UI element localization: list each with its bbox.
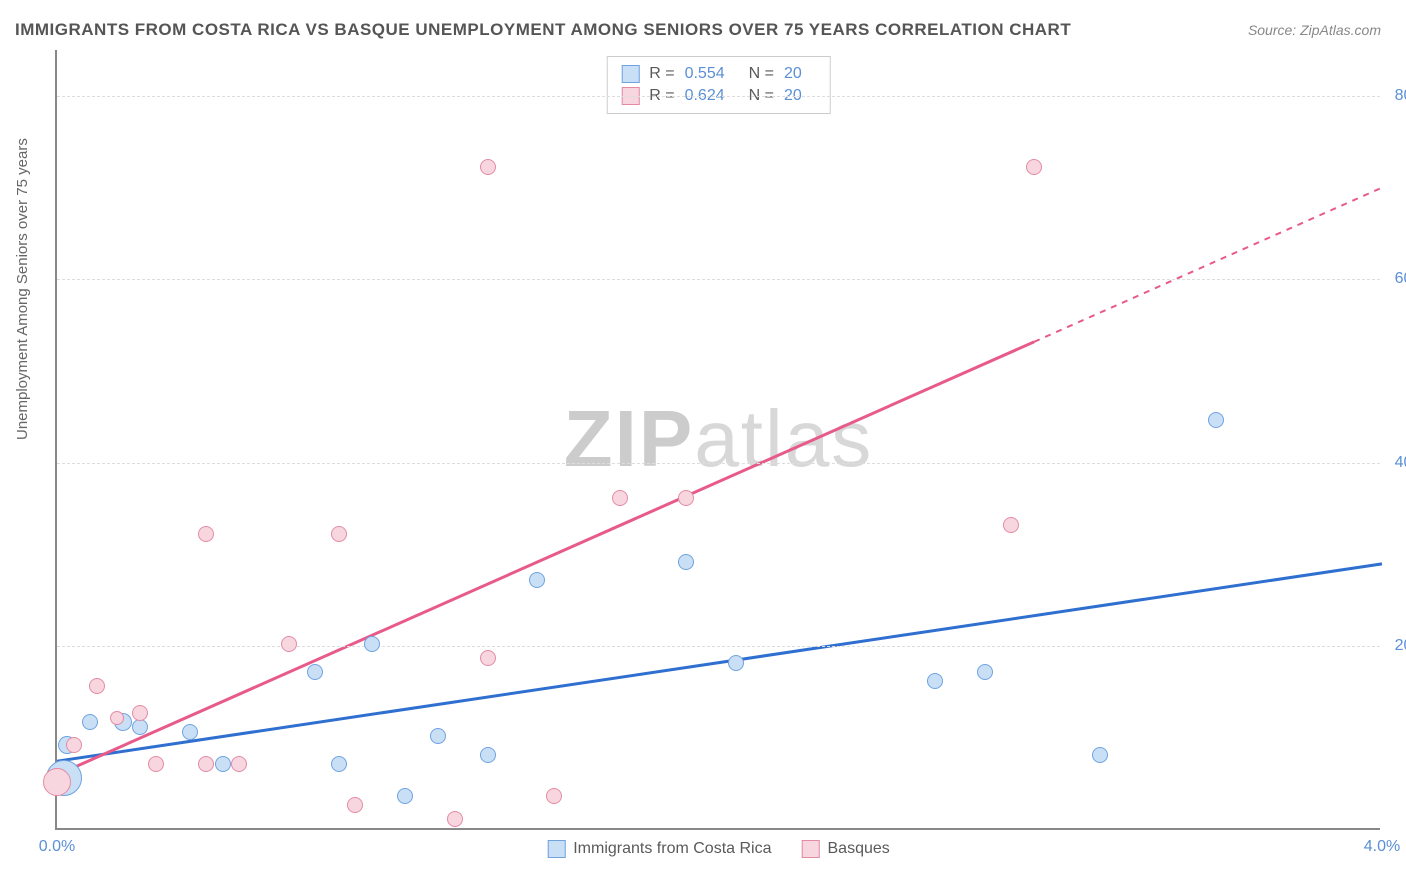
legend-series: Immigrants from Costa Rica Basques [547, 840, 890, 858]
data-point [529, 572, 545, 588]
legend-series-label: Basques [828, 840, 890, 858]
plot-area: ZIPatlas R =0.554N =20R =0.624N =20 Immi… [55, 50, 1380, 830]
y-tick-label: 40.0% [1395, 454, 1406, 472]
legend-stats: R =0.554N =20R =0.624N =20 [606, 56, 831, 114]
data-point [347, 797, 363, 813]
source-label: Source: ZipAtlas.com [1248, 22, 1381, 38]
data-point [198, 526, 214, 542]
data-point [331, 756, 347, 772]
legend-stat-row: R = 0.554 N = 20 [621, 63, 816, 85]
legend-swatch [802, 840, 820, 858]
data-point [66, 737, 82, 753]
chart-title: IMMIGRANTS FROM COSTA RICA VS BASQUE UNE… [15, 20, 1071, 40]
trend-line [57, 564, 1382, 761]
legend-series-item: Basques [802, 840, 890, 858]
data-point [198, 756, 214, 772]
trend-line [57, 342, 1034, 775]
data-point [612, 490, 628, 506]
data-point [182, 724, 198, 740]
data-point [307, 664, 323, 680]
gridline [57, 96, 1380, 97]
data-point [331, 526, 347, 542]
data-point [89, 678, 105, 694]
data-point [430, 728, 446, 744]
y-tick-label: 20.0% [1395, 637, 1406, 655]
x-tick-label: 0.0% [39, 838, 75, 856]
gridline [57, 646, 1380, 647]
data-point [82, 714, 98, 730]
data-point [678, 490, 694, 506]
y-tick-label: 80.0% [1395, 87, 1406, 105]
legend-r-value: 0.554 [685, 65, 725, 83]
watermark: ZIPatlas [564, 393, 873, 485]
data-point [281, 636, 297, 652]
data-point [480, 747, 496, 763]
legend-n-label: N = [749, 65, 774, 83]
legend-swatch [547, 840, 565, 858]
legend-swatch [621, 65, 639, 83]
data-point [132, 719, 148, 735]
data-point [1003, 517, 1019, 533]
legend-n-value: 20 [784, 65, 802, 83]
data-point [447, 811, 463, 827]
data-point [1026, 159, 1042, 175]
data-point [977, 664, 993, 680]
data-point [132, 705, 148, 721]
data-point [678, 554, 694, 570]
data-point [927, 673, 943, 689]
legend-series-label: Immigrants from Costa Rica [573, 840, 771, 858]
data-point [43, 768, 71, 796]
data-point [728, 655, 744, 671]
data-point [480, 159, 496, 175]
data-point [397, 788, 413, 804]
data-point [546, 788, 562, 804]
legend-r-label: R = [649, 65, 674, 83]
y-axis-title: Unemployment Among Seniors over 75 years [14, 138, 31, 440]
trend-line-dashed [1034, 188, 1382, 342]
data-point [215, 756, 231, 772]
chart-svg [57, 50, 1380, 828]
data-point [364, 636, 380, 652]
data-point [110, 711, 124, 725]
data-point [231, 756, 247, 772]
legend-series-item: Immigrants from Costa Rica [547, 840, 771, 858]
data-point [480, 650, 496, 666]
data-point [1208, 412, 1224, 428]
y-tick-label: 60.0% [1395, 270, 1406, 288]
gridline [57, 279, 1380, 280]
data-point [1092, 747, 1108, 763]
data-point [148, 756, 164, 772]
x-tick-label: 4.0% [1364, 838, 1400, 856]
gridline [57, 463, 1380, 464]
